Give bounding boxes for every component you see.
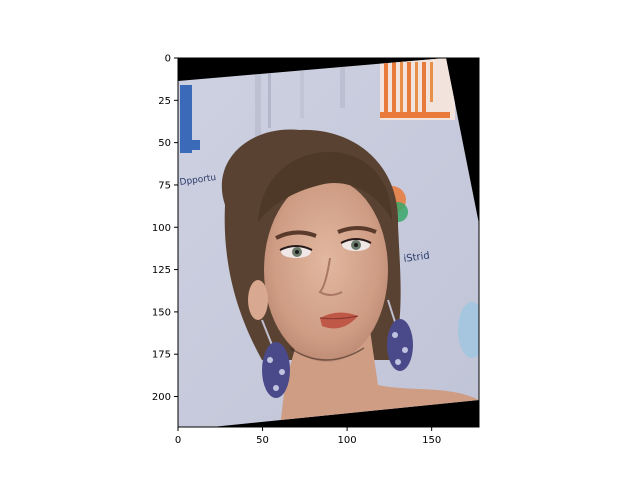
- background-text-right: iStrid: [403, 250, 431, 265]
- face: [264, 178, 388, 362]
- backdrop-streaks: [255, 58, 345, 138]
- nose: [318, 257, 343, 296]
- axes-frame: [177, 57, 480, 428]
- image-area: Dpportu iStrid: [178, 58, 479, 427]
- right-eyebrow: [337, 226, 377, 234]
- y-tick-label: 150: [152, 307, 171, 318]
- y-tick-label: 125: [152, 265, 171, 276]
- x-tick-label: 0: [175, 435, 181, 446]
- y-tick-label: 0: [165, 54, 171, 65]
- x-tick-label: 100: [338, 435, 357, 446]
- y-tick-label: 200: [152, 392, 171, 403]
- left-eyebrow: [275, 230, 317, 240]
- y-axis: 0 25 50 75 100 125 150 175 200: [152, 54, 178, 403]
- orange-logo: [380, 58, 455, 120]
- y-tick-label: 50: [158, 138, 171, 149]
- left-ear: [248, 280, 268, 320]
- blue-blob: [458, 302, 479, 358]
- x-tick-label: 50: [256, 435, 269, 446]
- right-earring: [387, 299, 413, 371]
- y-tick-label: 175: [152, 350, 171, 361]
- y-tick-label: 100: [152, 223, 171, 234]
- x-tick-label: 150: [422, 435, 441, 446]
- lips: [320, 312, 358, 329]
- y-tick-label: 75: [158, 180, 171, 191]
- x-axis: 0 50 100 150: [175, 427, 441, 446]
- y-tick-label: 25: [158, 96, 171, 107]
- photo: Dpportu iStrid: [178, 58, 479, 427]
- hair-fringe: [258, 151, 392, 222]
- left-earring: [261, 319, 290, 398]
